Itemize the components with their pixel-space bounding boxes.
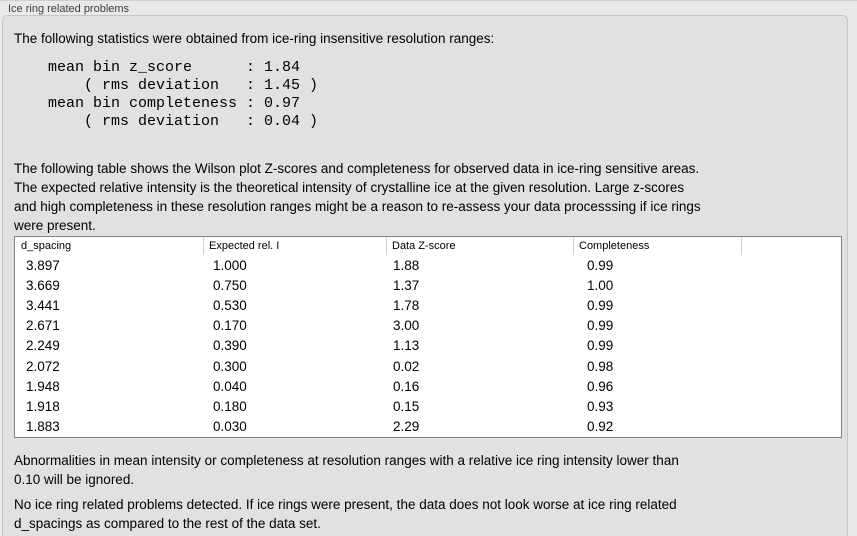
table-cell: 3.00 [393,318,420,334]
table-row[interactable]: 3.897 1.000 1.88 0.99 [15,255,841,275]
table-row[interactable]: 1.883 0.030 2.29 0.92 [15,417,841,437]
table-cell: 0.92 [587,419,614,435]
table-row[interactable]: 2.671 0.170 3.00 0.99 [15,316,841,336]
table-cell: 0.16 [393,378,420,394]
table-cell: 3.897 [26,257,60,273]
table-cell: 0.040 [213,378,247,394]
table-header-empty [741,237,841,255]
table-cell: 3.669 [26,277,60,293]
table-cell: 1.13 [393,338,420,354]
table-cell: 1.88 [393,257,420,273]
table-cell: 0.530 [213,297,247,313]
table-header-expected-rel-i[interactable]: Expected rel. I [203,237,386,255]
table-cell: 1.78 [393,297,420,313]
table-cell: 0.02 [393,358,420,374]
table-row[interactable]: 1.948 0.040 0.16 0.96 [15,376,841,396]
table-cell: 0.99 [587,297,614,313]
table-cell: 1.000 [213,257,247,273]
table-header-row: d_spacing Expected rel. I Data Z-score C… [15,237,841,255]
table-cell: 0.93 [587,398,614,414]
ignore-note-text: Abnormalities in mean intensity or compl… [14,452,679,487]
table-header-completeness[interactable]: Completeness [573,237,741,255]
table-cell: 0.96 [587,378,614,394]
table-cell: 0.99 [587,257,614,273]
table-cell: 0.750 [213,277,247,293]
table-body: 3.897 1.000 1.88 0.99 3.669 0.750 1.37 1.00 3.44… [15,255,841,437]
ice-ring-group-box: The following statistics were obtained f… [2,15,848,536]
table-cell: 0.180 [213,398,247,414]
table-cell: 0.390 [213,338,247,354]
table-cell: 0.15 [393,398,420,414]
table-cell: 2.671 [26,318,60,334]
table-row[interactable]: 1.918 0.180 0.15 0.93 [15,396,841,416]
conclusion-text: No ice ring related problems detected. I… [14,496,677,531]
table-cell: 1.918 [26,398,60,414]
stats-block: mean bin z_score : 1.84 ( rms deviation … [48,59,319,130]
table-cell: 1.883 [26,419,60,435]
table-cell: 0.98 [587,358,614,374]
intro-text: The following statistics were obtained f… [14,31,495,46]
table-cell: 0.99 [587,318,614,334]
table-cell: 3.441 [26,297,60,313]
table-row[interactable]: 2.249 0.390 1.13 0.99 [15,336,841,356]
table-description: The following table shows the Wilson plo… [14,161,701,233]
table-cell: 2.29 [393,419,420,435]
table-cell: 2.072 [26,358,60,374]
table-row[interactable]: 3.441 0.530 1.78 0.99 [15,295,841,315]
table-cell: 0.170 [213,318,247,334]
table-row[interactable]: 3.669 0.750 1.37 1.00 [15,275,841,295]
group-box-title: Ice ring related problems [8,3,130,15]
table-header-data-z-score[interactable]: Data Z-score [386,237,573,255]
table-cell: 1.00 [587,277,614,293]
table-row[interactable]: 2.072 0.300 0.02 0.98 [15,356,841,376]
table-cell: 2.249 [26,338,60,354]
table-cell: 1.948 [26,378,60,394]
table-cell: 1.37 [393,277,420,293]
table-cell: 0.99 [587,338,614,354]
ice-ring-table[interactable]: d_spacing Expected rel. I Data Z-score C… [14,236,842,438]
table-cell: 0.030 [213,419,247,435]
table-header-d-spacing[interactable]: d_spacing [21,240,72,252]
table-cell: 0.300 [213,358,247,374]
